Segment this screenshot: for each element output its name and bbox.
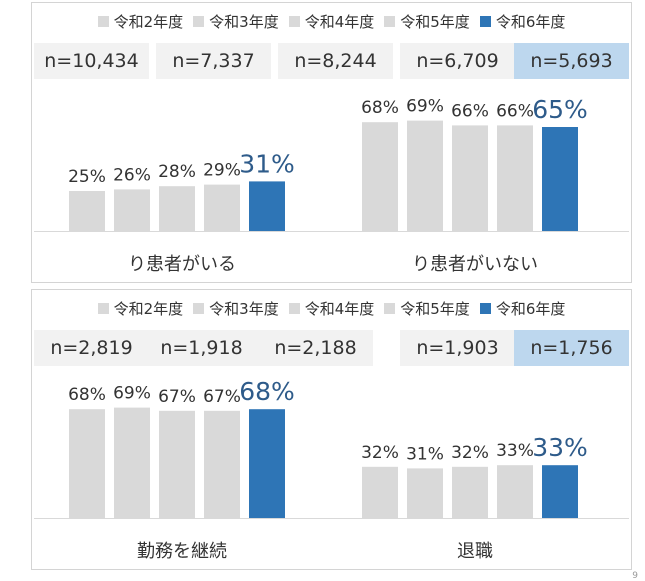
value-label-0-2: 67%	[158, 387, 196, 407]
bar-1-4	[542, 465, 578, 518]
bar-1-0	[362, 466, 398, 518]
value-label-1-4: 33%	[532, 433, 588, 462]
legend-item-r2: 令和2年度	[97, 11, 184, 32]
legend-label: 令和3年度	[209, 300, 279, 318]
legend-label: 令和3年度	[209, 13, 279, 31]
legend-label: 令和4年度	[304, 13, 375, 31]
value-label-1-3: 66%	[496, 101, 534, 121]
bar-1-3	[497, 125, 533, 231]
value-label-0-0: 25%	[68, 167, 106, 187]
bar-0-1	[114, 189, 150, 231]
legend-item-r5: 令和5年度	[384, 298, 470, 319]
value-label-1-4: 65%	[532, 95, 588, 124]
value-label-0-1: 26%	[113, 165, 151, 185]
bar-1-4	[542, 127, 578, 231]
legend-item-r5: 令和5年度	[384, 11, 470, 32]
bar-1-3	[497, 465, 533, 518]
legend-label: 令和6年度	[495, 13, 566, 31]
value-label-1-2: 66%	[451, 101, 489, 121]
value-label-0-2: 28%	[158, 162, 196, 182]
value-label-0-4: 68%	[239, 377, 295, 406]
sample-size-r4: n=2,188	[258, 330, 373, 366]
category-label-0: 勤務を継続	[137, 541, 227, 562]
value-label-0-4: 31%	[239, 149, 295, 178]
sample-size-r6: n=5,693	[514, 43, 629, 79]
category-label-1: り患者がいない	[412, 254, 538, 275]
value-label-1-1: 31%	[406, 444, 444, 464]
bar-0-0	[69, 191, 105, 231]
sample-size-r4: n=8,244	[278, 43, 393, 79]
legend-label: 令和4年度	[304, 300, 375, 318]
value-label-0-3: 67%	[203, 387, 241, 407]
legend-swatch	[97, 16, 109, 27]
legend-item-r6: 令和6年度	[479, 298, 566, 319]
legend-swatch	[479, 16, 491, 27]
legend-label: 令和5年度	[400, 13, 470, 31]
bar-0-4	[249, 409, 285, 518]
value-label-0-3: 29%	[203, 161, 241, 181]
value-label-1-2: 32%	[451, 443, 489, 463]
bar-0-4	[249, 181, 285, 231]
legend-swatch	[97, 303, 109, 314]
bar-0-1	[114, 407, 150, 518]
legend-swatch	[288, 16, 300, 27]
legend-item-r4: 令和4年度	[288, 11, 375, 32]
legend-swatch	[384, 303, 396, 314]
bar-1-1	[407, 120, 443, 231]
chart-panel-top: 令和2年度 令和3年度 令和4年度 令和5年度 令和6年度 n=10,434 n…	[31, 2, 632, 283]
legend-item-r3: 令和3年度	[193, 298, 279, 319]
bar-1-2	[452, 466, 488, 518]
bar-0-0	[69, 409, 105, 518]
legend-label: 令和6年度	[495, 300, 566, 318]
legend-swatch	[193, 303, 205, 314]
legend-item-r3: 令和3年度	[193, 11, 279, 32]
value-label-1-0: 32%	[361, 443, 399, 463]
legend-swatch	[479, 303, 491, 314]
value-label-0-1: 69%	[113, 384, 151, 404]
legend-label: 令和2年度	[113, 300, 184, 318]
legend-swatch	[288, 303, 300, 314]
bar-1-1	[407, 468, 443, 518]
legend-swatch	[384, 16, 396, 27]
bar-1-2	[452, 125, 488, 231]
value-label-1-3: 33%	[496, 441, 534, 461]
sample-size-r5: n=1,903	[400, 330, 515, 366]
bar-0-3	[204, 410, 240, 518]
sample-size-r2: n=2,819	[34, 330, 149, 366]
sample-size-r6: n=1,756	[514, 330, 629, 366]
bar-0-2	[159, 186, 195, 231]
legend-item-r6: 令和6年度	[479, 11, 566, 32]
bar-0-3	[204, 184, 240, 231]
sample-size-r3: n=1,918	[144, 330, 259, 366]
page-number: 9	[632, 571, 638, 581]
sample-size-r3: n=7,337	[156, 43, 271, 79]
category-label-1: 退職	[457, 541, 493, 562]
chart-panel-bottom: 令和2年度 令和3年度 令和4年度 令和5年度 令和6年度 n=2,819 n=…	[31, 289, 632, 570]
bar-1-0	[362, 122, 398, 231]
legend-swatch	[193, 16, 205, 27]
legend: 令和2年度 令和3年度 令和4年度 令和5年度 令和6年度	[32, 11, 631, 32]
legend-item-r2: 令和2年度	[97, 298, 184, 319]
sample-size-r2: n=10,434	[34, 43, 149, 79]
bar-0-2	[159, 410, 195, 518]
category-label-0: り患者がいる	[128, 254, 236, 275]
legend: 令和2年度 令和3年度 令和4年度 令和5年度 令和6年度	[32, 298, 631, 319]
value-label-1-0: 68%	[361, 98, 399, 118]
sample-size-r5: n=6,709	[400, 43, 515, 79]
legend-label: 令和2年度	[113, 13, 184, 31]
legend-label: 令和5年度	[400, 300, 470, 318]
value-label-1-1: 69%	[406, 97, 444, 117]
value-label-0-0: 68%	[68, 385, 106, 405]
legend-item-r4: 令和4年度	[288, 298, 375, 319]
